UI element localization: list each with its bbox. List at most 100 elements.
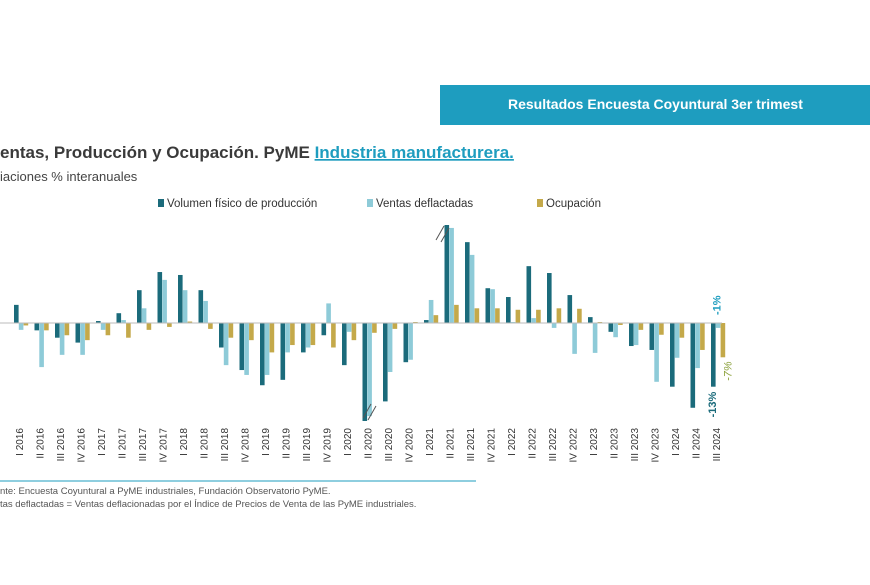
x-tick-label: I 2016: [15, 428, 26, 456]
bar: [367, 323, 372, 417]
value-label: -13%: [707, 391, 719, 417]
bar: [670, 323, 675, 387]
bar: [428, 299, 434, 323]
x-tick-label: III 2024: [712, 428, 723, 462]
bar: [167, 323, 172, 327]
bar: [223, 323, 229, 366]
bar: [551, 323, 557, 328]
legend-label: Volumen físico de producción: [167, 198, 317, 210]
legend-label: Ventas deflactadas: [376, 198, 473, 210]
chart-title: entas, Producción y Ocupación. PyME Indu…: [0, 143, 514, 162]
footnote: nte: Encuesta Coyuntural a PyME industri…: [0, 486, 331, 497]
bar: [18, 323, 24, 330]
bar: [690, 323, 696, 408]
bar: [618, 323, 623, 325]
bar: [444, 225, 450, 323]
x-tick-label: II 2018: [200, 428, 211, 459]
bar: [44, 323, 49, 331]
x-tick-label: II 2024: [692, 428, 703, 459]
bar: [269, 323, 275, 353]
bar: [567, 295, 573, 323]
bar: [490, 289, 495, 323]
x-tick-label: I 2021: [425, 428, 436, 456]
bar: [424, 320, 429, 323]
x-tick-label: I 2018: [179, 428, 190, 456]
bar: [39, 323, 44, 368]
header-title: Resultados Encuesta Coyuntural 3er trime…: [508, 96, 803, 112]
bar: [383, 323, 388, 402]
title-link[interactable]: Industria manufacturera.: [315, 143, 514, 162]
bar: [59, 323, 65, 355]
bar: [506, 297, 511, 323]
bar: [485, 288, 491, 323]
x-tick-label: III 2020: [384, 428, 395, 462]
bar: [403, 323, 409, 363]
x-tick-label: IV 2018: [241, 428, 252, 463]
bar: [331, 323, 336, 348]
bar: [80, 323, 85, 355]
bar: [290, 323, 295, 346]
bar: [572, 323, 577, 354]
bar: [474, 308, 480, 323]
x-tick-label: IV 2016: [77, 428, 88, 463]
bar: [608, 323, 614, 332]
legend-label: Ocupación: [546, 198, 601, 210]
plot-area: Volumen físico de producción Ventas defla…: [0, 198, 735, 462]
x-tick-label: I 2022: [507, 428, 518, 456]
bar: [126, 323, 131, 338]
legend-swatch: [367, 199, 373, 207]
bar: [638, 323, 644, 330]
bar: [85, 323, 90, 341]
x-tick-label: IV 2020: [405, 428, 416, 463]
bar: [465, 242, 470, 323]
bar: [711, 323, 716, 387]
bar: [305, 323, 311, 348]
axis-break: [362, 403, 372, 419]
bar: [285, 323, 290, 353]
chart-subtitle: iaciones % interanuales: [0, 169, 138, 184]
bar: [55, 323, 60, 338]
bar: [720, 323, 726, 358]
bar: [588, 317, 593, 323]
x-tick-label: IV 2019: [323, 428, 334, 463]
x-tick-label: II 2019: [282, 428, 293, 459]
x-tick-label: I 2019: [261, 428, 272, 456]
bar: [556, 308, 562, 323]
bar: [351, 323, 357, 341]
bar: [75, 323, 81, 343]
value-label: -1%: [712, 295, 724, 315]
bar: [715, 323, 721, 328]
bar: [301, 323, 306, 353]
bar: [187, 321, 193, 323]
legend-swatch: [158, 199, 164, 207]
bar: [280, 323, 286, 380]
bar: [592, 323, 598, 353]
bar: [178, 274, 183, 323]
bar: [469, 254, 475, 323]
bar: [34, 323, 40, 331]
bar: [526, 266, 532, 323]
bar: [433, 315, 439, 323]
bar: [239, 323, 245, 371]
bar: [629, 323, 634, 347]
x-tick-label: III 2016: [56, 428, 67, 462]
bar: [203, 300, 208, 323]
bar: [633, 323, 639, 346]
bar: [449, 227, 454, 323]
x-tick-label: III 2018: [220, 428, 231, 462]
bar: [649, 323, 655, 350]
legend-swatch: [537, 199, 543, 207]
bar: [157, 272, 163, 323]
x-tick-label: IV 2023: [651, 428, 662, 463]
bar: [387, 323, 393, 372]
x-tick-label: III 2023: [630, 428, 641, 462]
bar: [100, 323, 106, 330]
bar: [182, 290, 188, 323]
bar: [64, 323, 70, 336]
bar: [198, 290, 204, 323]
bar: [121, 320, 126, 323]
bar: [679, 323, 685, 338]
bar: [244, 323, 249, 375]
